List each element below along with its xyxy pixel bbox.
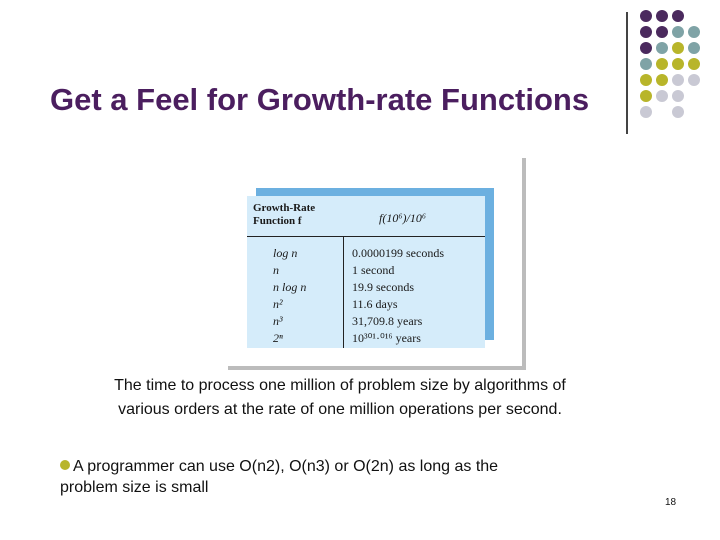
table-row: log n 0.0000199 seconds: [247, 244, 485, 261]
decorative-dot: [656, 58, 668, 70]
slide-title: Get a Feel for Growth-rate Functions: [50, 82, 590, 117]
bullet-line-2: problem size is small: [60, 479, 209, 496]
decorative-dot: [672, 42, 684, 54]
decorative-dot: [640, 42, 652, 54]
bullet-point: A programmer can use O(n2), O(n3) or O(2…: [60, 456, 620, 498]
table-header-time: f(10⁶)/10⁶: [379, 211, 427, 225]
row-time: 31,709.8 years: [352, 314, 423, 328]
decorative-dot: [640, 10, 652, 22]
row-function: n log n: [273, 280, 307, 294]
decorative-dot: [640, 26, 652, 38]
caption-line-1: The time to process one million of probl…: [114, 377, 566, 394]
decorative-dot: [688, 74, 700, 86]
decorative-dot: [688, 42, 700, 54]
figure-caption: The time to process one million of probl…: [60, 374, 620, 422]
decorative-dot: [672, 106, 684, 118]
table-header-function: Growth-Rate Function f: [253, 202, 315, 228]
row-function: n³: [273, 314, 283, 328]
decorative-dot: [640, 74, 652, 86]
table-row: 2ⁿ 10³⁰¹·⁰¹⁶ years: [247, 329, 485, 346]
row-function: n: [273, 263, 279, 277]
row-time: 1 second: [352, 263, 395, 277]
decorative-dot: [672, 58, 684, 70]
row-time: 10³⁰¹·⁰¹⁶ years: [352, 331, 421, 345]
decorative-dot: [672, 74, 684, 86]
row-time: 19.9 seconds: [352, 280, 414, 294]
table-body: log n 0.0000199 seconds n 1 second n log…: [247, 244, 485, 346]
decorative-dot: [656, 26, 668, 38]
title-divider-line: [626, 12, 628, 134]
row-function: 2ⁿ: [273, 331, 283, 345]
bullet-line-1: A programmer can use O(n2), O(n3) or O(2…: [73, 458, 499, 475]
table-row: n 1 second: [247, 261, 485, 278]
decorative-dot: [672, 90, 684, 102]
decorative-dot: [640, 106, 652, 118]
table-header: Growth-Rate Function f f(10⁶)/10⁶: [247, 196, 485, 237]
decorative-dot: [640, 90, 652, 102]
decorative-dot: [656, 74, 668, 86]
decorative-dot: [688, 26, 700, 38]
decorative-dot: [672, 26, 684, 38]
growth-rate-table: Growth-Rate Function f f(10⁶)/10⁶ log n …: [247, 196, 485, 348]
decorative-dot: [640, 58, 652, 70]
table-row: n³ 31,709.8 years: [247, 312, 485, 329]
page-number: 18: [665, 497, 677, 508]
decorative-dot: [656, 42, 668, 54]
decorative-dot: [672, 10, 684, 22]
decorative-dot: [656, 90, 668, 102]
decorative-dot: [656, 10, 668, 22]
row-time: 0.0000199 seconds: [352, 246, 444, 260]
caption-line-2: various orders at the rate of one millio…: [118, 401, 562, 418]
bullet-dot-icon: [60, 460, 70, 470]
row-time: 11.6 days: [352, 297, 398, 311]
row-function: log n: [273, 246, 298, 260]
decorative-dot-grid: [640, 10, 720, 130]
header-function-line1: Growth-Rate: [253, 202, 316, 214]
decorative-dot: [688, 58, 700, 70]
table-column-divider: [343, 237, 344, 348]
header-function-line2: Function f: [253, 215, 302, 227]
table-row: n² 11.6 days: [247, 295, 485, 312]
table-row: n log n 19.9 seconds: [247, 278, 485, 295]
row-function: n²: [273, 297, 283, 311]
